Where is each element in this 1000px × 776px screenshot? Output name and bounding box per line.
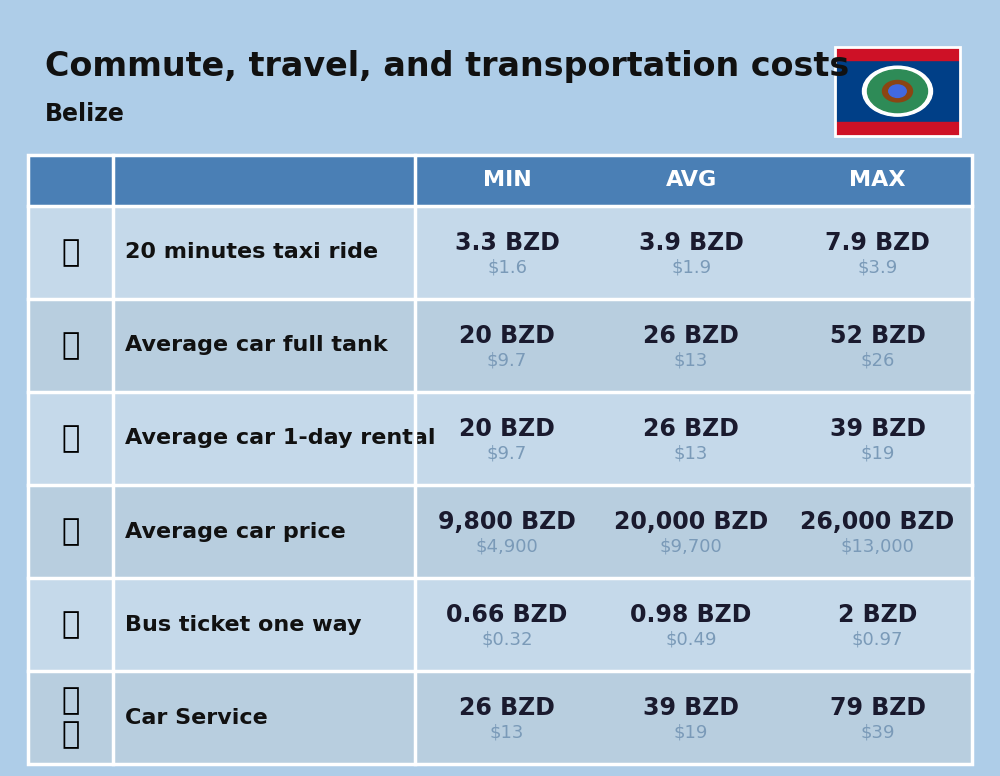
Text: $26: $26 [860,352,895,369]
Text: 3.9 BZD: 3.9 BZD [639,231,744,255]
Text: MIN: MIN [483,171,531,190]
Text: Car Service: Car Service [125,708,268,728]
Text: 🔧
🚗: 🔧 🚗 [61,687,80,749]
Text: 20 minutes taxi ride: 20 minutes taxi ride [125,242,378,262]
Text: $3.9: $3.9 [857,258,898,276]
Text: $1.6: $1.6 [487,258,527,276]
Text: $19: $19 [860,445,895,462]
Text: 🚙: 🚙 [61,424,80,453]
Bar [835,123,960,136]
Text: Belize: Belize [45,102,125,126]
Bar [835,47,960,60]
Text: 52 BZD: 52 BZD [830,324,926,348]
Text: 26,000 BZD: 26,000 BZD [800,511,955,534]
Text: $9.7: $9.7 [487,352,527,369]
Text: Commute, travel, and transportation costs: Commute, travel, and transportation cost… [45,50,849,84]
Text: $0.49: $0.49 [665,631,717,649]
Text: 26 BZD: 26 BZD [643,324,739,348]
Text: $9,700: $9,700 [660,538,723,556]
Text: 7.9 BZD: 7.9 BZD [825,231,930,255]
Text: Bus ticket one way: Bus ticket one way [125,615,361,635]
Text: MAX: MAX [849,171,906,190]
Circle shape [868,70,928,113]
Text: $0.97: $0.97 [852,631,903,649]
Text: $1.9: $1.9 [671,258,711,276]
Text: 2 BZD: 2 BZD [838,604,917,627]
Text: $13: $13 [674,352,708,369]
Text: $13,000: $13,000 [841,538,915,556]
Text: 20 BZD: 20 BZD [459,417,555,441]
Text: 26 BZD: 26 BZD [643,417,739,441]
Text: 🚗: 🚗 [61,517,80,546]
Circle shape [889,85,906,98]
Circle shape [862,66,932,116]
Text: 🚌: 🚌 [61,610,80,639]
Text: 3.3 BZD: 3.3 BZD [455,231,560,255]
Text: 79 BZD: 79 BZD [830,697,926,720]
Text: Average car price: Average car price [125,521,346,542]
Text: $9.7: $9.7 [487,445,527,462]
Text: 0.66 BZD: 0.66 BZD [446,604,568,627]
Text: ⛽: ⛽ [61,331,80,360]
Text: $39: $39 [860,724,895,742]
Text: $13: $13 [674,445,708,462]
Text: Average car full tank: Average car full tank [125,335,388,355]
Text: $4,900: $4,900 [476,538,538,556]
Text: 0.98 BZD: 0.98 BZD [630,604,752,627]
Text: 39 BZD: 39 BZD [830,417,926,441]
Text: $0.32: $0.32 [481,631,533,649]
Text: 39 BZD: 39 BZD [643,697,739,720]
Text: $19: $19 [674,724,708,742]
Text: 9,800 BZD: 9,800 BZD [438,511,576,534]
Text: 🚖: 🚖 [61,237,80,267]
Text: AVG: AVG [666,171,717,190]
Text: 26 BZD: 26 BZD [459,697,555,720]
Text: 20,000 BZD: 20,000 BZD [614,511,768,534]
Text: $13: $13 [490,724,524,742]
Text: 20 BZD: 20 BZD [459,324,555,348]
Circle shape [883,81,912,102]
Text: Average car 1-day rental: Average car 1-day rental [125,428,435,449]
